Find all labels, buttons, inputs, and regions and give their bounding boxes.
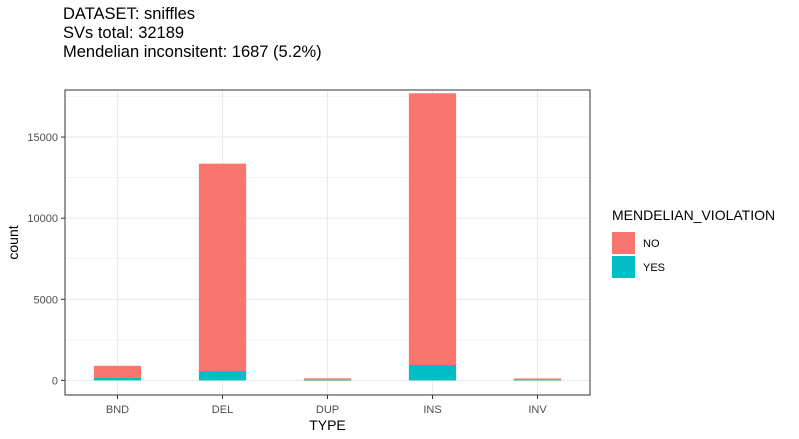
- title-line-total: SVs total: 32189: [63, 24, 185, 42]
- bar-yes-del: [198, 370, 247, 381]
- bar-yes-inv: [513, 380, 562, 381]
- bar-no-dup: [303, 378, 352, 381]
- legend-title: MENDELIAN_VIOLATION: [612, 207, 775, 223]
- x-tick-label: INS: [423, 404, 441, 416]
- x-tick-label: DUP: [316, 404, 339, 416]
- x-tick-label: INV: [528, 404, 547, 416]
- y-tick-label: 10000: [27, 213, 58, 225]
- x-axis-title: TYPE: [309, 417, 346, 433]
- x-tick-label: DEL: [212, 404, 233, 416]
- y-tick-label: 0: [52, 375, 58, 387]
- bar-yes-bnd: [93, 377, 142, 381]
- legend-key-yes: [612, 256, 635, 278]
- title-line-inconsistent: Mendelian inconsitent: 1687 (5.2%): [63, 43, 322, 61]
- legend-key-no: [612, 232, 635, 254]
- bar-yes-ins: [408, 364, 457, 381]
- bar-yes-dup: [303, 380, 352, 381]
- y-axis-title: count: [5, 225, 21, 259]
- x-tick-label: BND: [106, 404, 129, 416]
- bar-no-ins: [408, 93, 457, 365]
- legend-label-yes: YES: [643, 262, 665, 274]
- bar-no-bnd: [93, 365, 142, 378]
- title-line-dataset: DATASET: sniffles: [63, 5, 196, 23]
- y-tick-label: 5000: [34, 294, 58, 306]
- legend-label-no: NO: [643, 238, 660, 250]
- bar-no-del: [198, 163, 247, 371]
- bar-no-inv: [513, 378, 562, 381]
- y-tick-label: 15000: [27, 132, 58, 144]
